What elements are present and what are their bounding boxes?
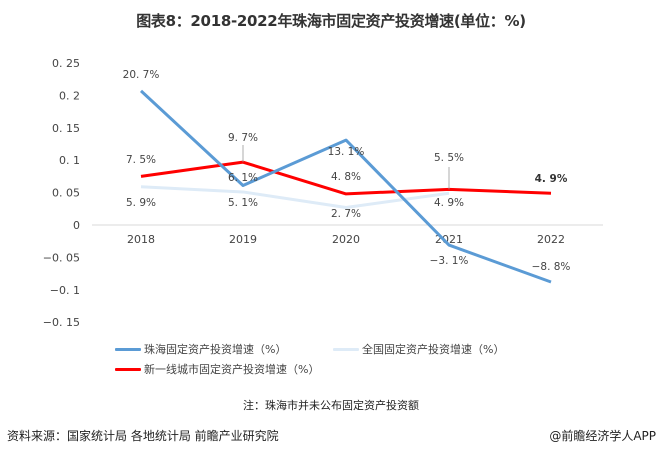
- y-tick-label: −0. 1: [50, 284, 80, 297]
- chart-note: 注：珠海市并未公布固定资产投资额: [243, 399, 419, 412]
- data-label: 9. 7%: [228, 132, 258, 144]
- data-label: 4. 8%: [331, 171, 361, 183]
- data-label: 5. 9%: [126, 197, 156, 209]
- series-line: [140, 160, 552, 196]
- legend-label: 全国固定资产投资增速（%）: [362, 343, 505, 356]
- legend-item-zhuhai: 珠海固定资产投资增速（%）: [115, 341, 286, 357]
- series-line: [139, 89, 552, 284]
- data-label: 5. 1%: [228, 197, 258, 209]
- y-tick-label: 0: [73, 219, 80, 232]
- series-lines: [139, 89, 552, 284]
- x-tick-label: 2022: [537, 233, 565, 246]
- data-label: 20. 7%: [123, 69, 160, 81]
- y-tick-label: −0. 15: [43, 316, 80, 329]
- legend-item-national: 全国固定资产投资增速（%）: [333, 341, 504, 357]
- y-tick-label: 0. 2: [59, 89, 80, 102]
- brand-text: @前瞻经济学人APP: [549, 429, 656, 443]
- source-text: 资料来源：国家统计局 各地统计局 前瞻产业研究院: [7, 429, 279, 443]
- y-axis-ticks: 0. 25 0. 2 0. 15 0. 1 0. 05 0 −0. 05 −0. 1 −0. 1…: [43, 57, 80, 329]
- y-tick-label: 0. 25: [52, 57, 80, 70]
- legend-swatch-blue: [115, 347, 141, 351]
- data-label: 5. 5%: [434, 152, 464, 164]
- y-tick-label: 0. 15: [52, 122, 80, 135]
- x-tick-label: 2018: [127, 233, 155, 246]
- legend-swatch-red: [115, 367, 141, 371]
- data-labels: 20. 7% 6. 1% 13. 1% −3. 1% −8. 8% 5. 9% 5. 1% 2…: [123, 69, 571, 273]
- data-label: −8. 8%: [532, 261, 571, 273]
- data-label: 6. 1%: [228, 172, 258, 184]
- series-line: [140, 185, 450, 210]
- y-tick-label: 0. 05: [52, 187, 80, 200]
- data-label: −3. 1%: [430, 255, 469, 267]
- x-tick-label: 2020: [332, 233, 360, 246]
- data-label: 2. 7%: [331, 208, 361, 220]
- data-label: 13. 1%: [328, 146, 365, 158]
- legend-label: 珠海固定资产投资增速（%）: [144, 343, 287, 356]
- legend-item-new-tier1: 新一线城市固定资产投资增速（%）: [115, 361, 319, 377]
- data-label: 4. 9%: [535, 173, 568, 185]
- x-tick-label: 2019: [229, 233, 257, 246]
- legend-label: 新一线城市固定资产投资增速（%）: [144, 363, 320, 376]
- data-label: 7. 5%: [126, 154, 156, 166]
- x-axis-ticks: 2018 2019 2020 2021 2022: [127, 233, 565, 246]
- data-label: 4. 9%: [434, 197, 464, 209]
- chart-title: 图表8：2018-2022年珠海市固定资产投资增速(单位：%): [136, 12, 526, 30]
- legend-swatch-lightblue: [333, 347, 359, 351]
- y-tick-label: −0. 05: [43, 251, 80, 264]
- y-tick-label: 0. 1: [59, 154, 80, 167]
